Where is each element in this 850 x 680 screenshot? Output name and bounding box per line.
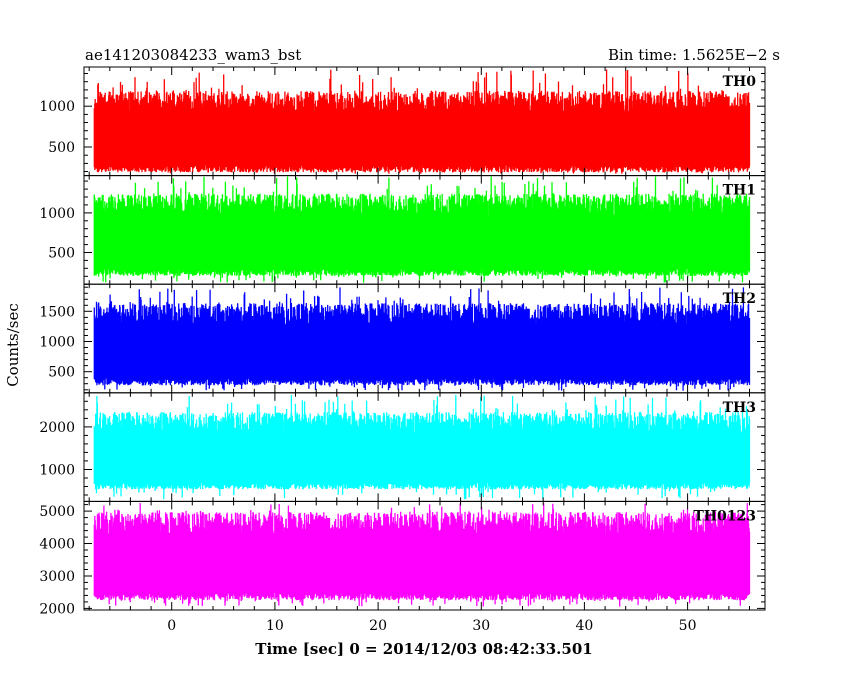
series-line-th2 [93,287,751,391]
x-tick-label: 40 [575,618,593,634]
y-tick-label: 1000 [39,463,75,479]
series-line-th1 [93,176,751,283]
panel-label-th0: TH0 [723,74,757,90]
panel-label-th1: TH1 [723,183,756,199]
y-axis-label: Counts/sec [4,303,22,387]
series-line-th3 [93,395,751,500]
x-tick-labels: 0 10 20 30 40 50 [167,618,696,634]
y-tick-label: 3000 [39,569,75,585]
chart-subtitle: Bin time: 1.5625E−2 s [608,46,780,64]
panel-th1: 500 1000 TH1 [39,175,766,285]
panel-th0123: 2000 3000 4000 5000 TH0123 [39,500,766,617]
panel-th3: 1000 2000 TH3 [39,392,766,502]
x-tick-label: 10 [266,618,284,634]
y-tick-label: 1500 [39,304,75,320]
y-tick-label: 500 [48,365,75,381]
y-tick-label: 500 [48,246,75,262]
panel-th0: 500 1000 TH0 [39,66,766,177]
series-line-th0123 [93,503,751,607]
panel-label-th2: TH2 [723,291,756,307]
x-tick-label: 50 [679,618,697,634]
y-tick-label: 2000 [39,420,75,436]
y-tick-label: 1000 [39,99,75,115]
panel-frame [83,500,766,611]
x-tick-label: 0 [167,618,176,634]
x-tick-label: 30 [472,618,490,634]
panel-th2: 500 1000 1500 TH2 [39,283,766,394]
y-tick-label: 1000 [39,206,75,222]
y-tick-label: 4000 [39,537,75,553]
panel-label-th3: TH3 [723,400,756,416]
panel-label-th0123: TH0123 [693,508,756,524]
series-line-th0 [93,69,751,174]
y-tick-label: 1000 [39,335,75,351]
panels-group: 500 1000 TH0 500 1000 TH1 500 1000 1500 TH2 1000 20… [39,66,766,617]
y-tick-label: 2000 [39,601,75,617]
y-tick-label: 5000 [39,504,75,520]
x-tick-label: 20 [369,618,387,634]
x-axis-label: Time [sec] 0 = 2014/12/03 08:42:33.501 [255,640,592,658]
y-tick-label: 500 [48,140,75,156]
chart-title: ae141203084233_wam3_bst [85,46,301,64]
